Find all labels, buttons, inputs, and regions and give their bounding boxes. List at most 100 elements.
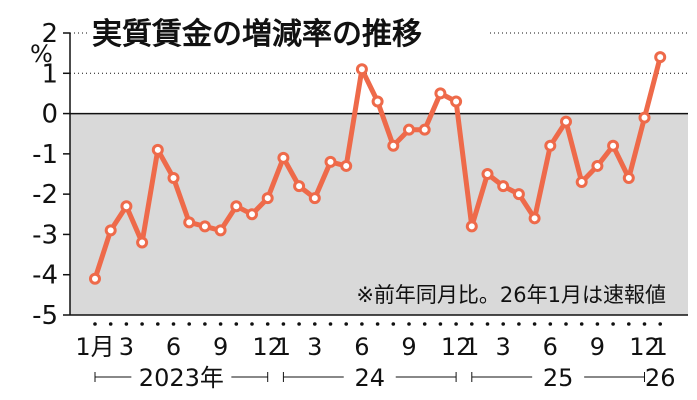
data-point: [246, 208, 258, 221]
y-tick-label: -4: [32, 261, 58, 291]
x-tick-dot: [438, 322, 443, 326]
data-point: [198, 220, 211, 233]
x-tick-dot: [328, 322, 333, 326]
chart-title: 実質賃金の増減率の推移: [92, 17, 422, 52]
x-tick-dot: [470, 322, 474, 326]
x-tick-dot: [124, 322, 129, 326]
y-tick-labels: 2 1 0 -1 -2 -3 -4 -5: [32, 19, 58, 331]
data-point: [214, 224, 227, 237]
data-point: [293, 180, 306, 193]
data-point: [638, 111, 651, 124]
x-tick-label: 6: [543, 333, 558, 361]
data-point: [560, 115, 572, 128]
data-point: [607, 139, 620, 152]
data-point: [167, 172, 180, 185]
data-point: [183, 216, 196, 229]
x-tick-label: 6: [166, 333, 181, 361]
y-tick-label: -2: [32, 180, 58, 210]
x-tick-dot: [532, 322, 537, 326]
year-label: 24: [354, 364, 385, 392]
data-point: [512, 188, 525, 201]
x-tick-dot: [156, 322, 160, 326]
x-tick-dot: [548, 322, 553, 326]
x-tick-label: 12: [441, 333, 472, 361]
x-tick-dot: [422, 322, 427, 326]
x-tick-dot: [407, 322, 411, 326]
data-point: [230, 200, 243, 213]
data-point: [120, 200, 133, 213]
data-point: [403, 123, 415, 136]
data-point: [481, 168, 494, 180]
x-tick-label: 9: [401, 333, 416, 361]
x-tick-dot: [579, 322, 584, 326]
data-point: [387, 139, 400, 152]
x-tick-dot: [218, 322, 223, 326]
data-point: [151, 143, 164, 156]
x-tick-dot: [658, 322, 662, 326]
data-point: [277, 151, 290, 164]
x-tick-dot: [595, 322, 600, 326]
data-point: [308, 192, 321, 205]
x-tick-label: 3: [496, 333, 511, 361]
year-label: 2023年: [139, 364, 224, 392]
x-tick-dot: [391, 322, 396, 326]
data-point: [340, 159, 353, 172]
x-tick-dot: [375, 322, 380, 326]
x-tick-dot: [140, 322, 144, 326]
x-tick-dot: [642, 322, 647, 326]
y-tick-label: 1: [41, 59, 58, 89]
year-groups: 2023年 24 25 26: [94, 364, 675, 392]
x-tick-dot: [187, 322, 191, 326]
y-tick-label: -5: [32, 301, 58, 331]
x-tick-dot: [627, 322, 631, 326]
data-point: [89, 272, 101, 285]
data-point: [591, 159, 604, 172]
data-point: [355, 63, 368, 76]
x-tick-dot: [108, 322, 113, 326]
x-tick-dot: [564, 322, 568, 326]
data-point: [654, 51, 667, 64]
x-tick-label: 6: [354, 333, 369, 361]
y-tick-marks: [63, 32, 70, 316]
x-tick-dot: [344, 322, 349, 326]
series-points: [89, 51, 667, 285]
x-tick-dot: [485, 322, 490, 326]
data-point: [261, 192, 274, 205]
x-tick-dot: [501, 322, 506, 326]
data-point: [497, 180, 510, 193]
data-point: [622, 172, 635, 185]
y-tick-label: -1: [32, 140, 58, 170]
negative-area: [70, 113, 688, 315]
unit-label: %: [30, 40, 53, 68]
x-tick-dot: [265, 322, 270, 326]
x-tick-dots: [93, 322, 662, 326]
x-tick-dot: [250, 322, 254, 326]
y-tick-label: 0: [41, 100, 58, 130]
data-point: [528, 212, 541, 225]
data-point: [450, 95, 463, 108]
title-background: [88, 10, 490, 56]
x-tick-dot: [203, 322, 207, 326]
chart-note: ※前年同月比。26年1月は速報値: [356, 283, 666, 307]
x-tick-dot: [611, 322, 615, 326]
x-tick-label: 1月: [75, 333, 114, 361]
x-tick-dot: [171, 322, 176, 326]
data-point: [544, 139, 557, 152]
y-tick-label: -3: [32, 220, 58, 250]
x-tick-dot: [297, 322, 301, 326]
x-tick-dot: [313, 322, 317, 326]
data-point: [104, 224, 117, 237]
data-point: [575, 176, 588, 189]
x-tick-dot: [360, 322, 364, 326]
x-tick-label: 1: [653, 333, 668, 361]
y-tick-label: 2: [41, 19, 58, 49]
x-tick-label: 9: [213, 333, 228, 361]
data-point: [324, 155, 337, 168]
x-tick-dot: [234, 322, 239, 326]
data-point: [465, 220, 478, 233]
x-tick-label: 12: [252, 333, 283, 361]
x-tick-dot: [93, 322, 97, 326]
x-tick-label: 3: [307, 333, 322, 361]
data-point: [418, 123, 431, 136]
